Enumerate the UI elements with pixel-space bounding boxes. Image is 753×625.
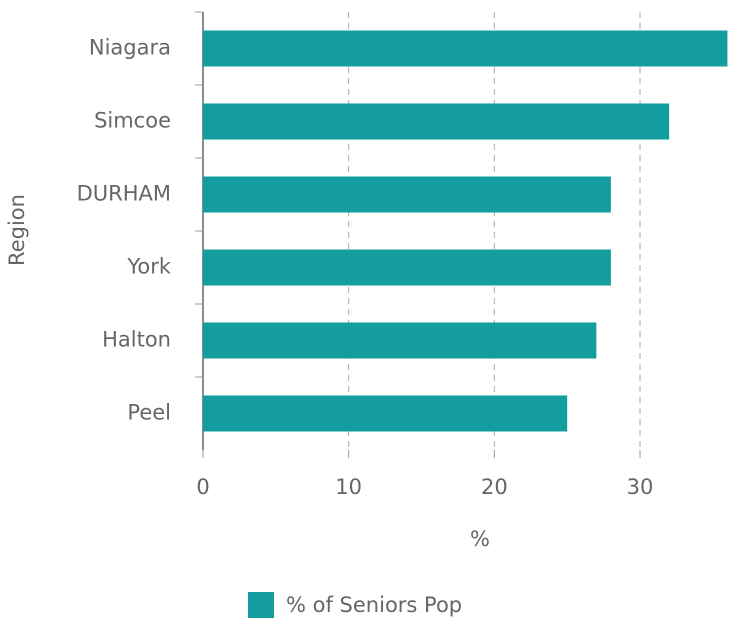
bar (203, 322, 597, 359)
x-tick-label: 30 (627, 475, 654, 499)
y-tick-label: Niagara (89, 36, 171, 60)
bar (203, 176, 611, 213)
legend-swatch (248, 592, 274, 618)
x-axis-label: % (470, 527, 490, 551)
bar (203, 30, 728, 67)
y-tick-label: Simcoe (94, 109, 171, 133)
bar (203, 395, 568, 432)
bar (203, 103, 670, 140)
y-tick-label: Peel (127, 401, 171, 425)
bar (203, 249, 611, 286)
y-tick-label: Halton (102, 328, 171, 352)
x-tick-label: 20 (481, 475, 508, 499)
legend-label: % of Seniors Pop (286, 593, 462, 617)
y-axis-label: Region (5, 194, 29, 266)
y-tick-label: DURHAM (77, 182, 171, 206)
x-tick-label: 0 (196, 475, 209, 499)
x-tick-label: 10 (335, 475, 362, 499)
y-tick-label: York (126, 255, 172, 279)
